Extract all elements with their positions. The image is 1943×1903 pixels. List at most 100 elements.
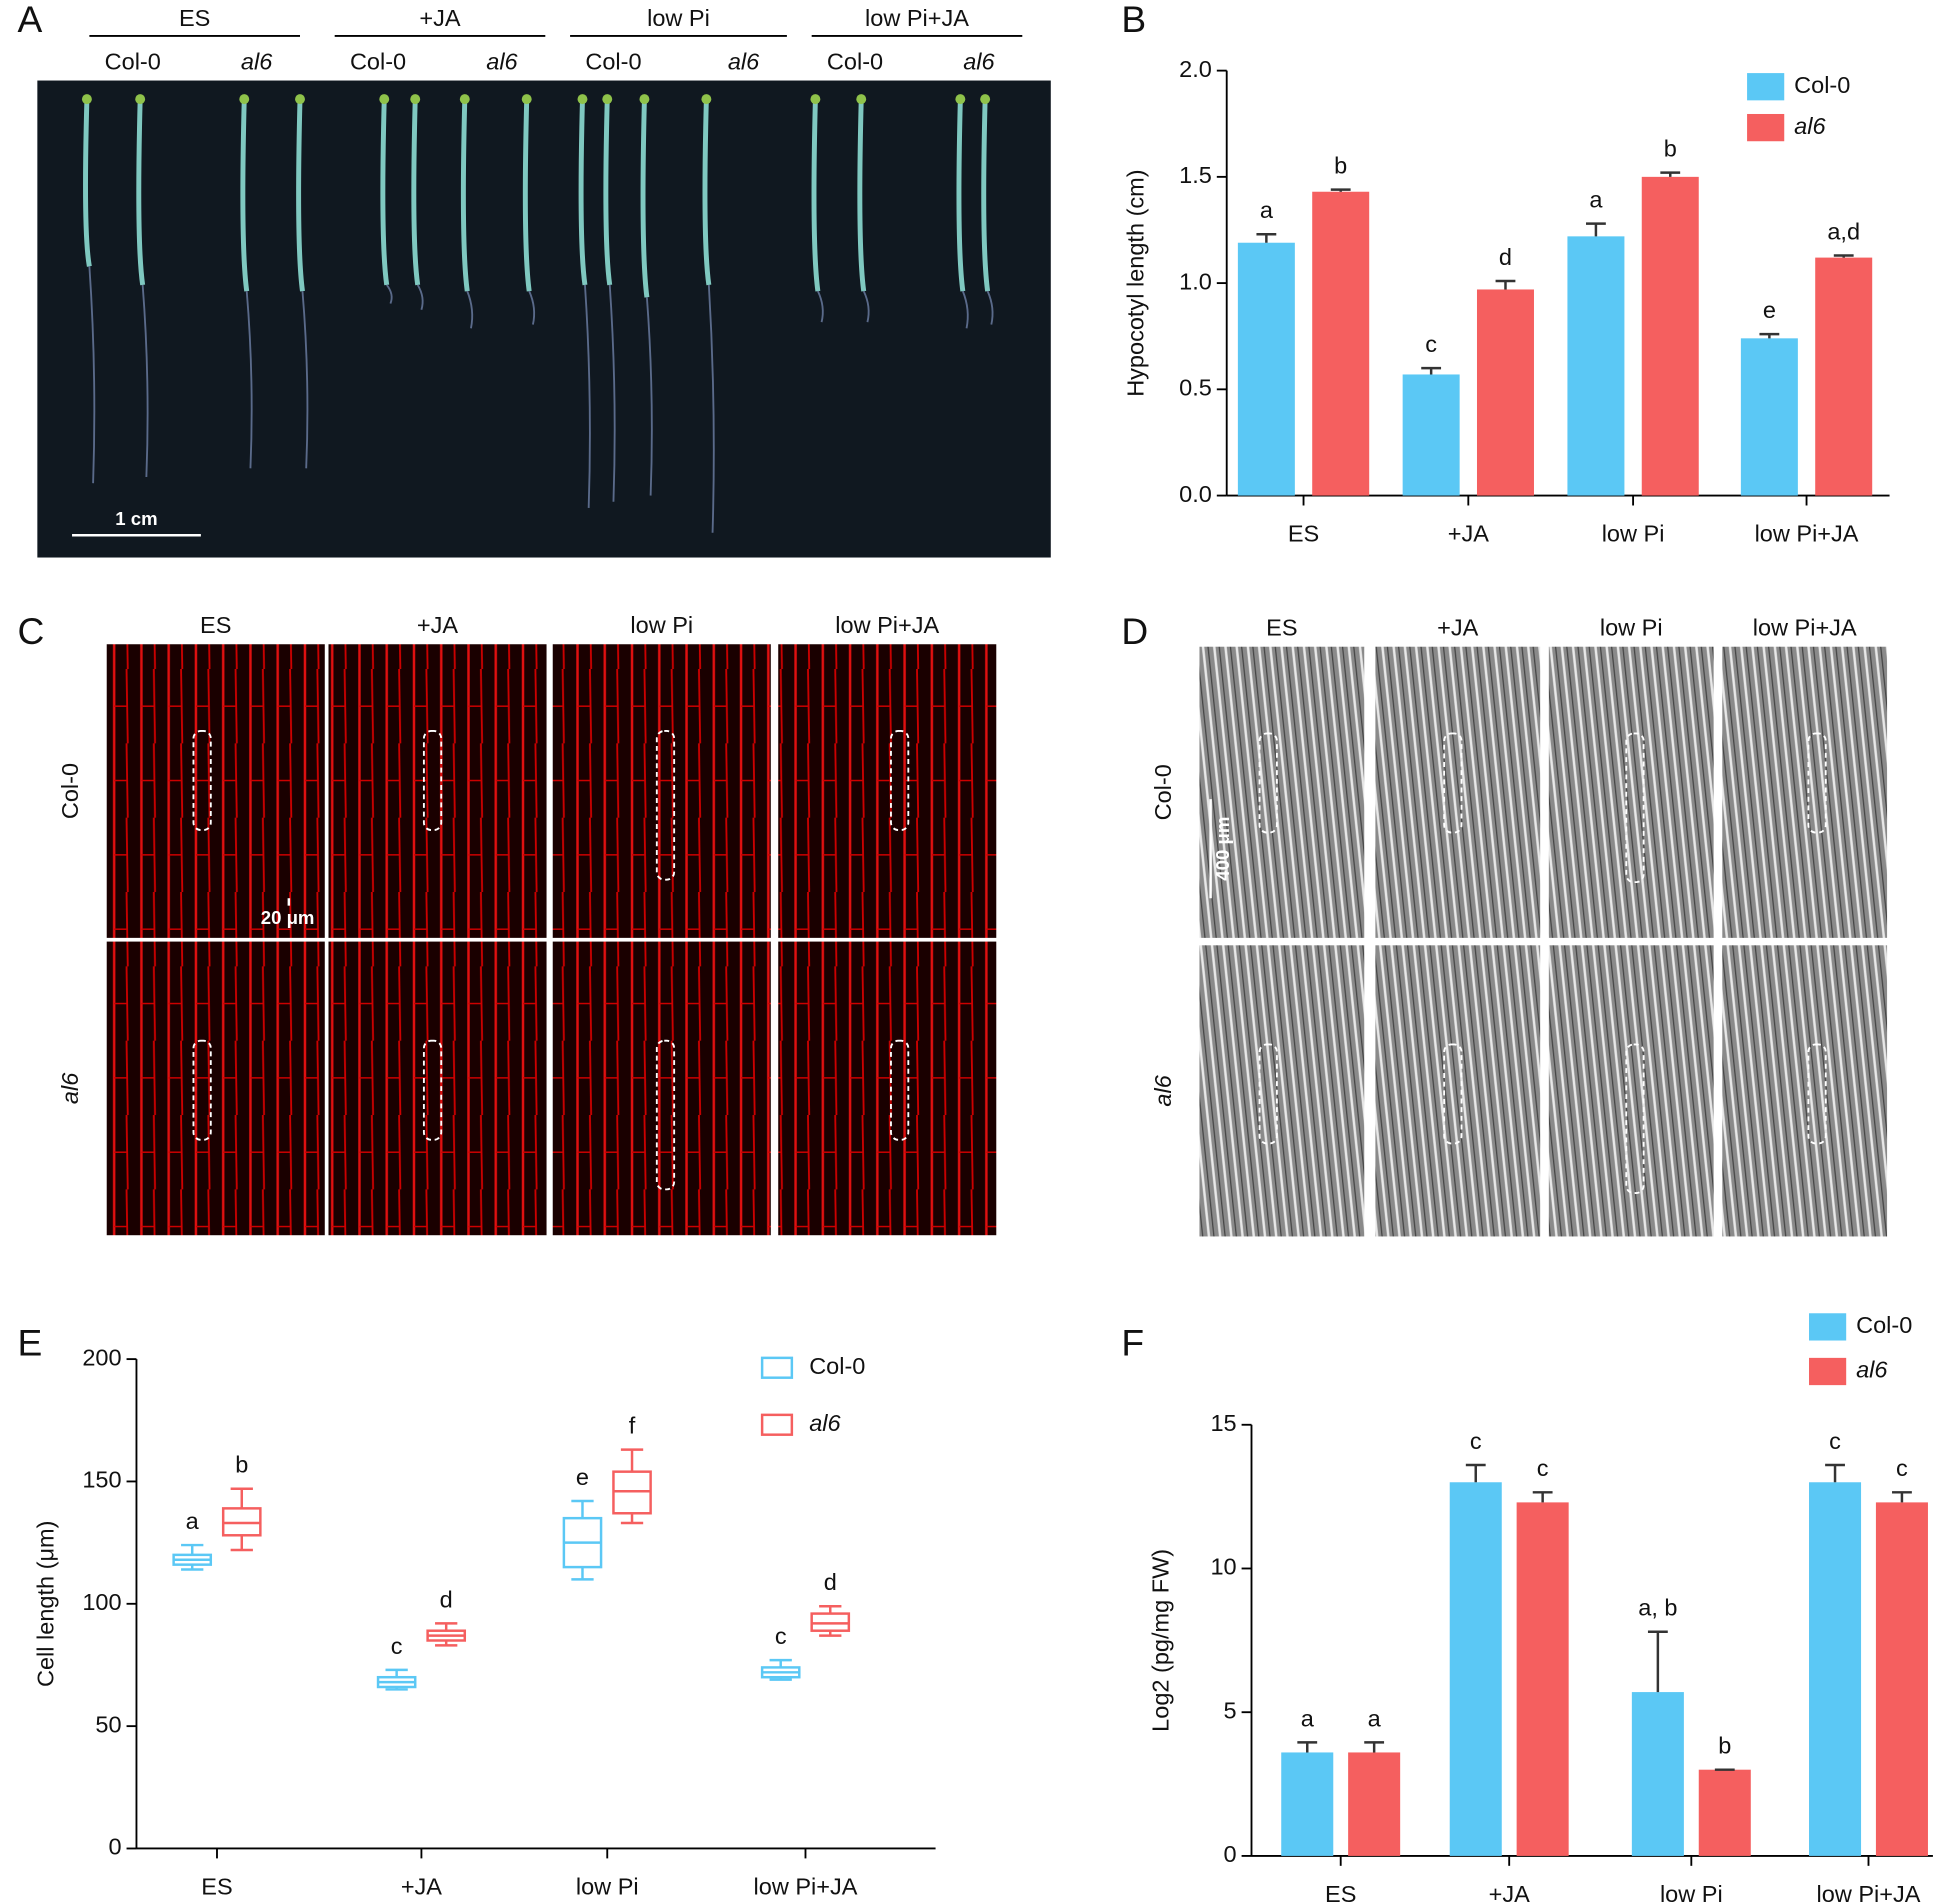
cotyledon: [459, 94, 470, 105]
root: [584, 284, 591, 508]
column-title: ES: [200, 612, 231, 638]
hypocotyl: [411, 99, 421, 286]
error-bar: [1297, 1741, 1318, 1753]
panel-label: A: [18, 0, 43, 40]
micrograph: [1722, 646, 1888, 938]
micrograph: [552, 941, 771, 1236]
genotype: Col-0: [827, 48, 883, 74]
error-bar: [1892, 1491, 1912, 1503]
cotyledon: [379, 94, 390, 105]
bar: [1281, 1752, 1334, 1856]
genotype: al6: [963, 48, 995, 74]
error-bar: [1465, 1463, 1486, 1483]
cotyledon: [810, 94, 821, 105]
significance-letter: b: [1718, 1733, 1731, 1759]
y-axis-label: Cell length (μm): [32, 1521, 58, 1687]
bar: [1631, 1692, 1684, 1856]
bar: [1516, 1502, 1569, 1856]
error-bar: [1256, 232, 1277, 243]
y-tick-label: 10: [1210, 1554, 1236, 1580]
group-title: low Pi: [647, 5, 710, 31]
significance-letter: a: [1260, 197, 1274, 223]
hypocotyl: [240, 99, 250, 292]
bar: [1875, 1502, 1928, 1856]
hypocotyl: [83, 99, 92, 267]
significance-letter: c: [1425, 331, 1437, 357]
cell-outline: [655, 730, 676, 881]
panel-label: F: [1121, 1321, 1144, 1363]
legend-swatch: [760, 1413, 794, 1436]
micrograph: [1199, 945, 1365, 1237]
root: [528, 290, 536, 325]
legend-swatch: [1809, 1313, 1847, 1341]
significance-letter: c: [775, 1623, 787, 1649]
legend-swatch: [1747, 73, 1785, 101]
error-bar: [1660, 171, 1681, 177]
genotype: Col-0: [105, 48, 161, 74]
row-title: al6: [57, 1072, 83, 1104]
cell-outline: [655, 1039, 676, 1191]
significance-letter: f: [629, 1413, 636, 1439]
y-tick-label: 200: [82, 1344, 121, 1370]
micrograph: [106, 941, 325, 1236]
x-tick-label: +JA: [401, 1873, 442, 1899]
significance-letter: c: [1537, 1455, 1549, 1481]
bar: [1698, 1769, 1751, 1856]
cotyledon: [639, 94, 650, 105]
row-title: al6: [1150, 1074, 1176, 1106]
hypocotyl: [136, 99, 146, 286]
hypocotyl: [603, 99, 613, 286]
y-tick-label: 0.5: [1179, 375, 1212, 401]
root: [986, 290, 994, 325]
significance-letter: c: [1829, 1428, 1841, 1454]
x-tick-label: low Pi: [1660, 1881, 1723, 1903]
micrograph: [328, 644, 547, 938]
hypocotyl: [956, 99, 966, 292]
panel-label: C: [18, 610, 45, 652]
root: [961, 290, 969, 329]
micrograph: [552, 644, 771, 938]
genotype: al6: [486, 48, 518, 74]
cotyledon: [856, 94, 867, 105]
significance-letter: e: [576, 1464, 589, 1490]
legend-swatch: [1747, 113, 1785, 142]
bar: [1809, 1482, 1862, 1856]
y-tick-label: 1.0: [1179, 268, 1212, 294]
genotype: Col-0: [350, 48, 406, 74]
legend-swatch: [760, 1356, 794, 1379]
error-bar: [1833, 254, 1854, 258]
hypocotyl: [460, 99, 470, 292]
cotyledon: [980, 94, 991, 105]
x-tick-label: ES: [1288, 520, 1319, 546]
error-bar: [1647, 1630, 1668, 1693]
micrograph: [1548, 646, 1714, 938]
error-bar: [1364, 1741, 1385, 1753]
x-tick-label: +JA: [1448, 520, 1489, 546]
whisker: [435, 1622, 458, 1647]
y-tick-label: 100: [82, 1589, 121, 1615]
y-tick-label: 0: [1224, 1841, 1237, 1867]
bar: [1641, 176, 1699, 496]
panel-label: B: [1121, 0, 1146, 40]
error-bar: [1421, 366, 1442, 375]
significance-letter: d: [440, 1586, 453, 1612]
panel-label: E: [18, 1321, 43, 1363]
group-title: ES: [179, 5, 210, 31]
whisker: [819, 1604, 842, 1637]
error-bar: [1330, 188, 1351, 192]
significance-letter: e: [1763, 297, 1776, 323]
micrograph: [1722, 945, 1888, 1237]
x-tick-label: low Pi+JA: [1755, 520, 1859, 546]
significance-letter: a, b: [1638, 1595, 1677, 1621]
root: [88, 266, 96, 484]
root: [862, 290, 870, 323]
x-tick-label: low Pi+JA: [754, 1873, 858, 1899]
hypocotyl: [640, 99, 650, 298]
hypocotyl: [380, 99, 390, 286]
micrograph: [1199, 646, 1365, 938]
cell-outline: [422, 1039, 443, 1141]
row-title: Col-0: [1150, 764, 1176, 820]
column-title: +JA: [1437, 615, 1478, 641]
bar: [1740, 338, 1798, 496]
